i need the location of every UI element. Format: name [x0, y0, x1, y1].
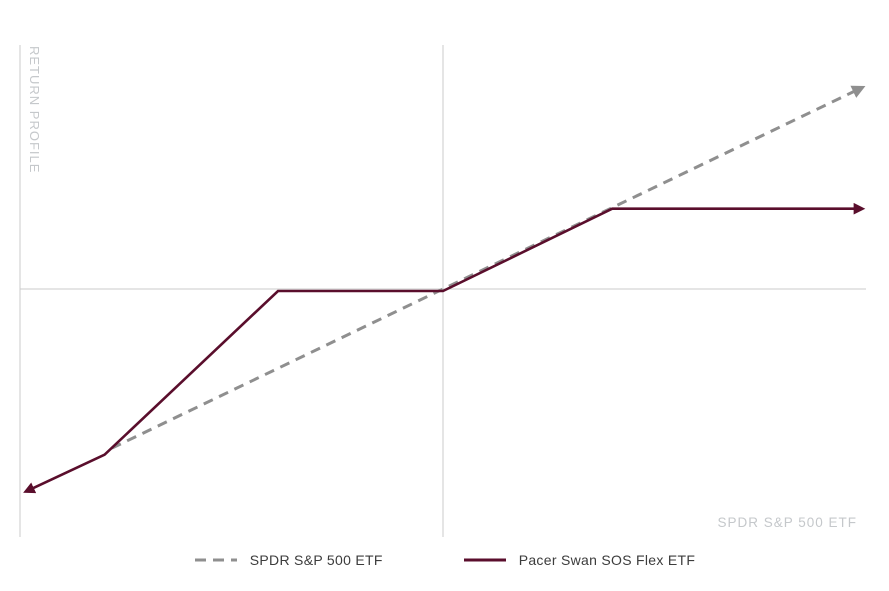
y-axis-label: RETURN PROFILE: [27, 46, 42, 174]
legend-item-spdr: SPDR S&P 500 ETF: [194, 552, 383, 568]
dashed-line-swatch-icon: [194, 558, 237, 562]
solid-line-swatch-icon: [463, 558, 506, 562]
legend-label-pacer: Pacer Swan SOS Flex ETF: [518, 552, 696, 568]
legend-label-spdr: SPDR S&P 500 ETF: [249, 552, 383, 568]
chart-plot-area: [19, 45, 866, 537]
x-axis-label: SPDR S&P 500 ETF: [717, 515, 857, 530]
series-line-1: [23, 202, 866, 494]
legend-item-pacer: Pacer Swan SOS Flex ETF: [463, 552, 696, 568]
chart-legend: SPDR S&P 500 ETF Pacer Swan SOS Flex ETF: [0, 548, 889, 572]
series-line-0: [111, 85, 866, 450]
